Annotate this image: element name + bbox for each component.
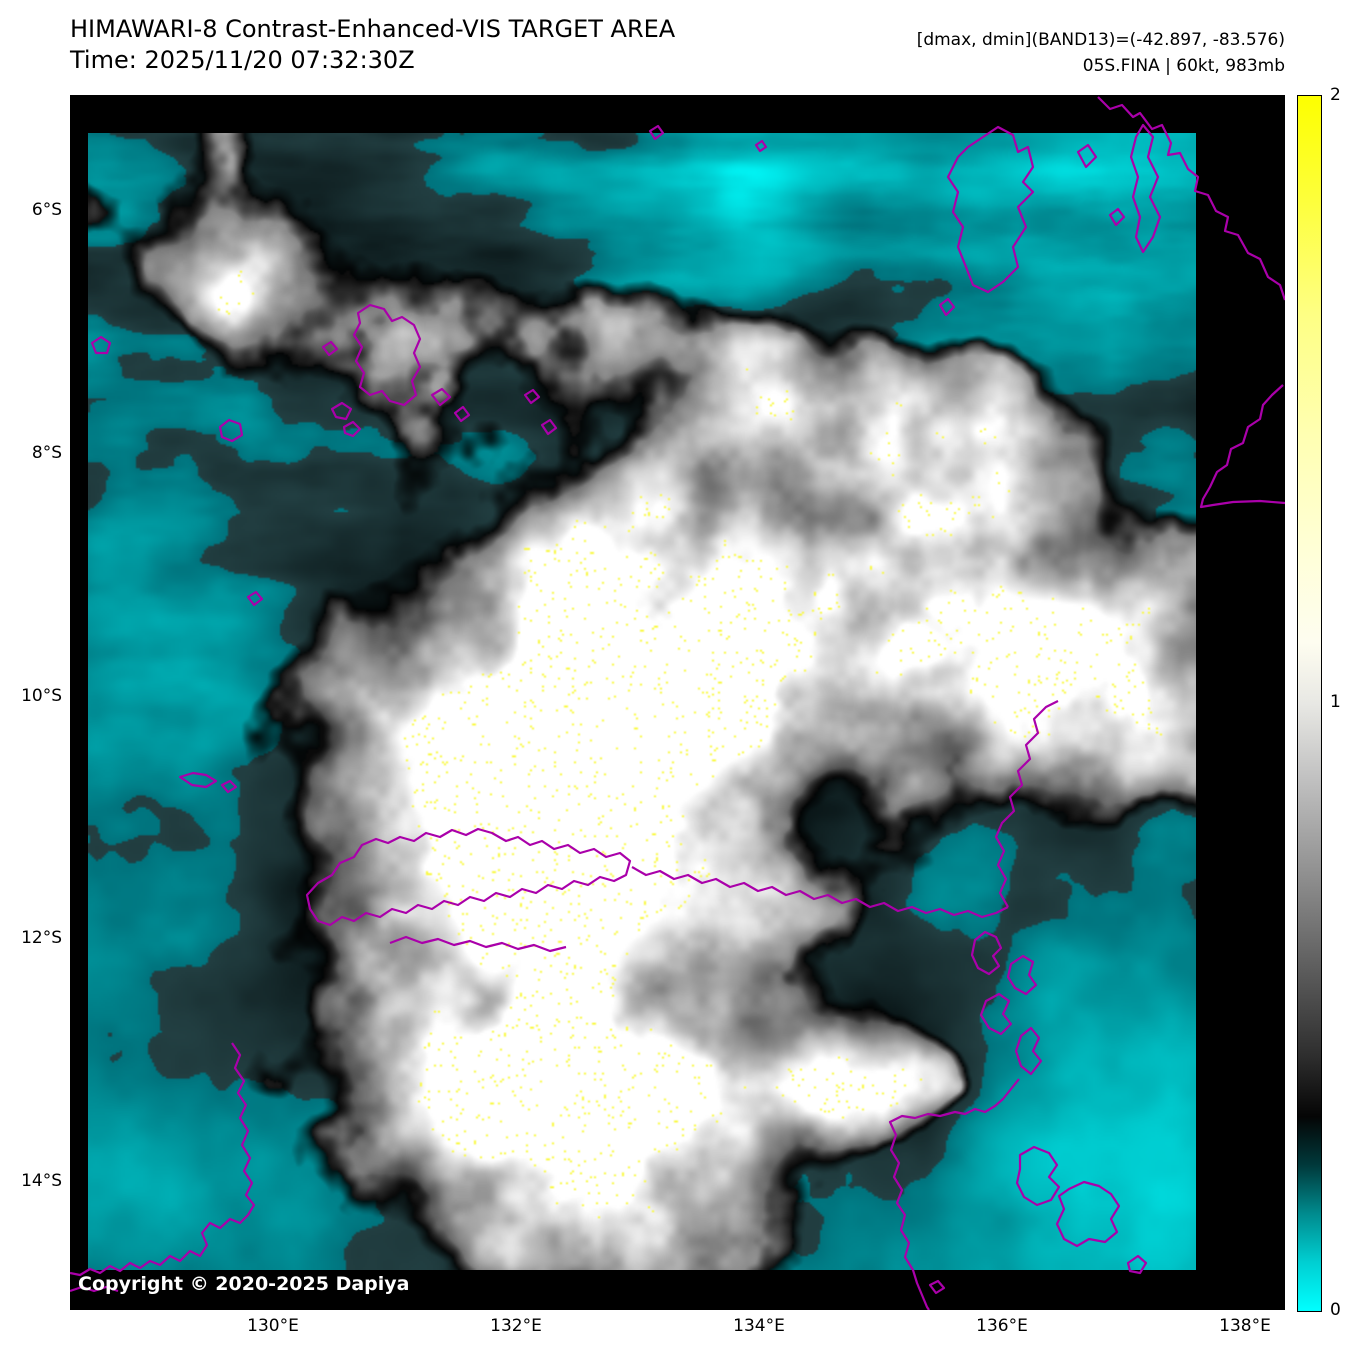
- lon-tick-label: 136°E: [976, 1316, 1028, 1336]
- lon-tick-label: 130°E: [247, 1316, 299, 1336]
- lon-tick-label: 138°E: [1219, 1316, 1271, 1336]
- lat-tick-label: 10°S: [21, 686, 62, 706]
- longitude-axis: 130°E 132°E 134°E 136°E 138°E: [70, 1316, 1285, 1340]
- band-info-label: [dmax, dmin](BAND13)=(-42.897, -83.576): [916, 30, 1285, 50]
- colorbar: [1297, 95, 1322, 1312]
- lon-tick-label: 134°E: [733, 1316, 785, 1336]
- latitude-axis: 6°S 8°S 10°S 12°S 14°S: [0, 95, 62, 1310]
- colorbar-tick-label: 0: [1330, 1300, 1341, 1320]
- timestamp-label: Time: 2025/11/20 07:32:30Z: [70, 46, 415, 74]
- colorbar-tick-label: 1: [1330, 692, 1341, 712]
- lat-tick-label: 14°S: [21, 1171, 62, 1191]
- coastline-overlay: [70, 96, 1285, 1310]
- header: HIMAWARI-8 Contrast-Enhanced-VIS TARGET …: [70, 14, 675, 76]
- page-title: HIMAWARI-8 Contrast-Enhanced-VIS TARGET …: [70, 15, 676, 43]
- colorbar-tick-label: 2: [1330, 85, 1341, 105]
- lat-tick-label: 6°S: [31, 200, 62, 220]
- satellite-image-canvas: [88, 133, 1196, 1270]
- annotations: [dmax, dmin](BAND13)=(-42.897, -83.576) …: [917, 27, 1285, 79]
- map-plot-area: Copyright © 2020-2025 Dapiya: [70, 95, 1285, 1310]
- storm-info-label: 05S.FINA | 60kt, 983mb: [1082, 56, 1285, 76]
- lon-tick-label: 132°E: [490, 1316, 542, 1336]
- lat-tick-label: 8°S: [31, 443, 62, 463]
- colorbar-ticks: 2 1 0: [1330, 85, 1360, 1320]
- copyright-label: Copyright © 2020-2025 Dapiya: [78, 1273, 410, 1295]
- lat-tick-label: 12°S: [21, 928, 62, 948]
